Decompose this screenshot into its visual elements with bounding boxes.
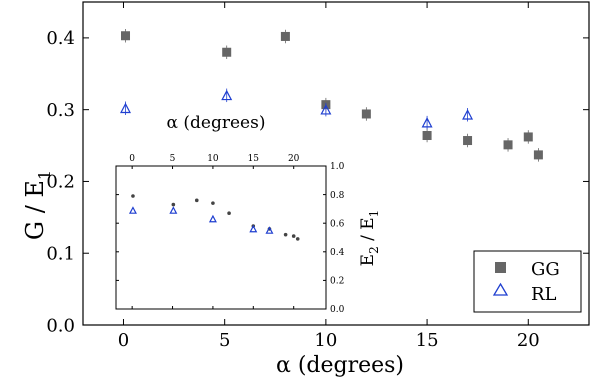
main-x-tick-labels: 0 5 10 15 20 [118,330,540,351]
data-point-series-2 [462,109,474,120]
data-point-series-1 [280,31,290,41]
x-tick-label: 0 [118,330,129,351]
x-tick-label: 20 [288,154,300,164]
legend: GG RL [473,250,582,313]
inset-plot-frame [115,165,327,310]
main-y-tick-labels: 0.0 0.1 0.2 0.3 0.4 [46,28,75,336]
data-point-series-1 [211,201,215,205]
data-point-series-1 [227,211,231,215]
legend-label-gg: GG [531,259,560,280]
data-point-series-2 [221,89,233,101]
svg-text:G / E1: G / E1 [21,170,54,240]
data-point-series-1 [121,31,131,41]
inset-y-axis-label-sub-2: 1 [367,210,381,218]
x-tick-label: 5 [219,330,230,351]
data-point-series-1 [422,131,432,141]
data-point-series-1 [533,150,543,160]
y-tick-label: 0.3 [46,100,75,121]
main-y-axis-label-main: G / E [21,180,49,240]
data-point-series-2 [169,206,178,214]
x-tick-label: 20 [517,330,540,351]
inset-y-axis-label-e: E [358,254,378,266]
svg-text:E2 / E1: E2 / E1 [358,210,381,267]
inset-y-axis-label: E2 / E1 [358,210,381,267]
y-tick-label: 0.8 [330,191,345,201]
data-point-series-2 [265,226,274,234]
main-data-points [120,28,543,162]
y-tick-label: 0.0 [330,305,345,315]
y-tick-label: 1.0 [330,162,345,172]
main-plot-frame [82,1,590,326]
x-tick-label: 0 [129,154,135,164]
y-tick-label: 0.0 [46,315,75,336]
legend-marker-gg [495,262,506,273]
inset-ticks [116,165,326,310]
data-point-series-1 [283,232,288,237]
x-tick-label: 15 [416,330,439,351]
main-plot: 0 5 10 15 20 0.00.10.20.30.4 α (degrees) G /… [21,1,590,378]
data-point-series-1 [194,198,199,203]
data-point-series-2 [249,224,258,233]
data-point-series-2 [421,117,433,128]
y-tick-label: 0.6 [330,219,345,229]
x-tick-label: 5 [170,154,176,164]
legend-box [473,250,582,313]
legend-label-rl: RL [531,284,557,305]
data-point-series-1 [361,109,371,119]
inset-y-axis-label-sub-1: 2 [367,246,381,254]
data-point-series-1 [222,47,232,57]
y-tick-label: 0.1 [46,244,75,265]
data-point-series-1 [523,132,533,142]
x-tick-label: 15 [248,154,260,164]
data-point-series-1 [171,202,176,207]
inset-data-points [128,194,300,241]
inset-y-axis-label-mid: / E [358,217,378,246]
data-point-series-1 [503,140,513,150]
y-tick-label: 0.4 [46,28,75,49]
legend-marker-rl [492,282,509,296]
main-y-axis-label-subscript: 1 [35,170,54,180]
data-point-series-2 [208,214,217,223]
inset-y-tick-labels: 0.0 0.2 0.4 0.6 0.8 1.0 [330,162,345,315]
x-tick-label: 10 [207,154,219,164]
inset-background [103,130,332,312]
data-point-series-1 [295,237,300,241]
inset-plot: 0 5 10 15 20 0.00.20.40.60.81.0 α (degrees) … [103,113,381,315]
inset-x-axis-label: α (degrees) [167,113,266,133]
main-y-axis-label: G / E1 [21,170,54,240]
data-point-series-2 [120,102,131,114]
data-point-series-1 [463,136,473,146]
data-point-series-2 [320,104,332,115]
main-ticks [83,2,589,326]
y-tick-label: 0.2 [46,172,75,193]
x-tick-label: 10 [314,330,337,351]
data-point-series-1 [131,194,135,198]
data-point-series-1 [291,234,296,238]
main-x-axis-label: α (degrees) [276,353,404,378]
data-point-series-2 [128,206,137,214]
y-tick-label: 0.4 [330,248,345,258]
y-tick-label: 0.2 [330,277,344,287]
inset-x-tick-labels: 0 5 10 15 20 [129,154,299,164]
